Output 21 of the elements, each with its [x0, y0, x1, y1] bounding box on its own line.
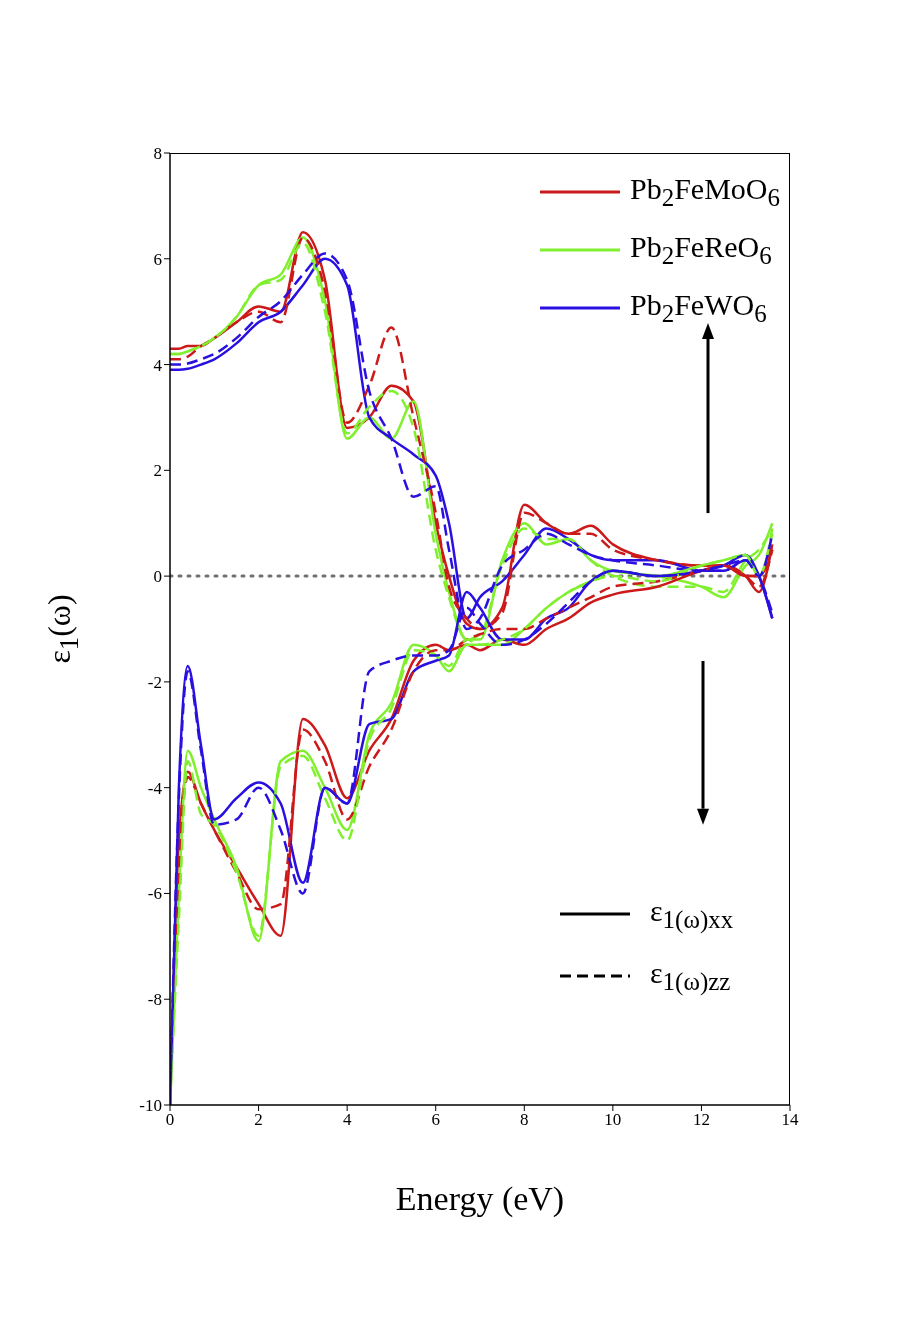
- legend-label: Pb$_{2}$FeReO$_{6}$: [629, 230, 772, 270]
- y-tick-label: 6: [153, 249, 162, 269]
- legend-label: Pb$_{2}$FeWO$_{6}$: [629, 288, 767, 328]
- y-tick-label: 4: [153, 355, 163, 375]
- y-tick-label: -8: [147, 990, 162, 1010]
- y-tick-label: 8: [153, 144, 162, 164]
- legend-label: Pb$_{2}$FeMoO$_{6}$: [629, 172, 780, 212]
- x-axis-title: Energy (eV): [395, 1180, 565, 1218]
- x-tick-label: 10: [604, 1110, 622, 1130]
- x-tick-label: 2: [254, 1110, 263, 1130]
- y-tick-label: -10: [139, 1096, 162, 1116]
- y-tick-label: 0: [153, 567, 162, 587]
- x-tick-label: 4: [342, 1110, 352, 1130]
- y-tick-label: -4: [147, 778, 163, 798]
- x-tick-label: 6: [431, 1110, 440, 1130]
- y-tick-label: -6: [147, 884, 162, 904]
- x-tick-label: 12: [692, 1110, 710, 1130]
- y-tick-label: 2: [153, 461, 162, 481]
- x-tick-label: 8: [520, 1110, 529, 1130]
- y-tick-label: -2: [147, 672, 162, 692]
- x-tick-label: 14: [781, 1110, 799, 1130]
